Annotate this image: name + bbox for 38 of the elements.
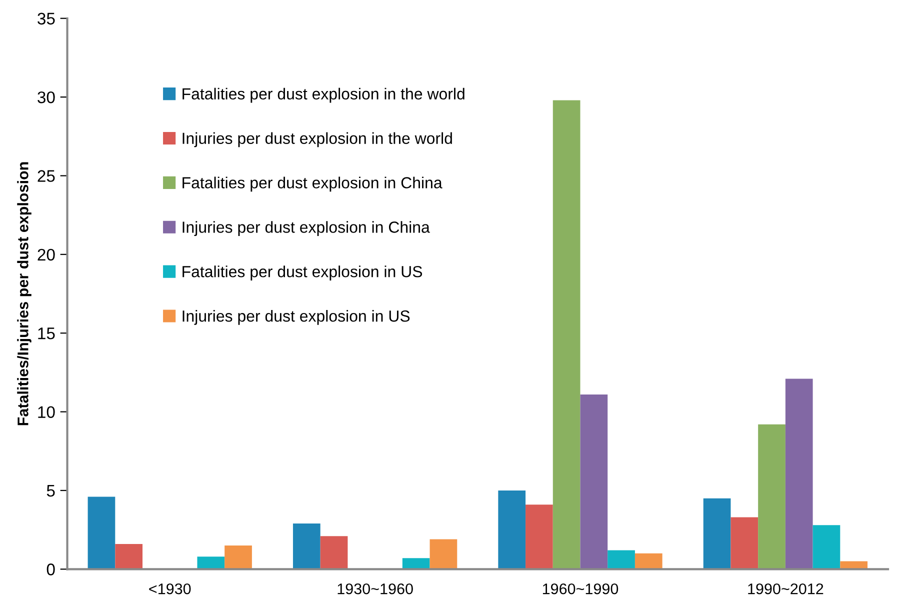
- legend-label: Injuries per dust explosion in China: [182, 221, 430, 236]
- y-tick-label: 30: [38, 91, 55, 104]
- y-tick-label: 10: [38, 406, 55, 418]
- y-axis-title: Fatalities/Injuries per dust explosion: [17, 162, 32, 426]
- x-tick-label: <1930: [149, 583, 191, 594]
- bar: [758, 424, 786, 570]
- bar: [402, 558, 430, 570]
- bar: [224, 546, 252, 570]
- bar: [580, 394, 608, 570]
- y-tick-label: 25: [38, 170, 55, 182]
- bar: [115, 544, 143, 570]
- bar: [88, 496, 116, 570]
- bar: [703, 498, 731, 570]
- legend-label: Injuries per dust explosion in US: [182, 310, 410, 325]
- bar: [292, 524, 320, 570]
- y-tick-label: 5: [46, 485, 55, 497]
- x-tick-label: 1960~1990: [542, 583, 618, 594]
- bar: [320, 536, 348, 570]
- bar: [785, 378, 813, 570]
- y-tick-label: 0: [46, 564, 55, 576]
- bar: [608, 550, 635, 570]
- legend-label: Fatalities per dust explosion in the world: [182, 88, 464, 103]
- x-tick-label: 1930~1960: [338, 583, 413, 594]
- bar: [552, 100, 580, 570]
- bar: [430, 539, 458, 570]
- y-tick-label: 35: [38, 12, 55, 25]
- legend-label: Injuries per dust explosion in the world: [182, 132, 452, 148]
- bar: [197, 556, 225, 570]
- y-tick-label: 20: [38, 248, 55, 261]
- bar: [730, 517, 758, 570]
- bar: [526, 504, 553, 570]
- legend-label: Fatalities per dust explosion in US: [182, 266, 422, 280]
- bar: [812, 525, 840, 570]
- legend-label: Fatalities per dust explosion in China: [182, 176, 442, 192]
- x-tick-label: 1990~2012: [748, 583, 824, 594]
- bar: [498, 490, 526, 570]
- bar: [634, 553, 662, 570]
- y-tick-label: 15: [38, 328, 55, 340]
